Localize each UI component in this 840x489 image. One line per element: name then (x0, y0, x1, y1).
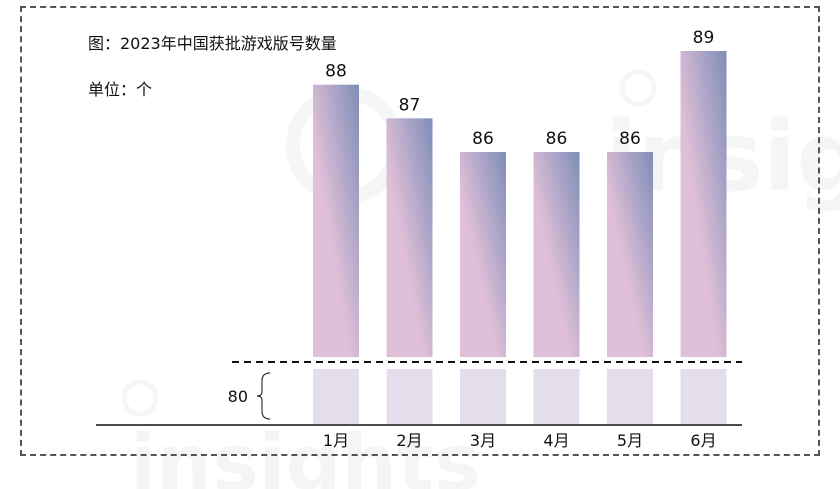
value-label-5: 86 (619, 129, 641, 149)
x-tick-label-5: 5月 (617, 431, 643, 450)
bar-5 (607, 152, 653, 357)
x-tick-label-6: 6月 (690, 431, 716, 450)
bar-3 (460, 152, 506, 357)
x-tick-label-1: 1月 (323, 431, 349, 450)
value-label-4: 86 (546, 129, 568, 149)
bar-base-5 (607, 369, 653, 424)
bar-4 (533, 152, 580, 357)
bar-2 (386, 118, 433, 357)
bar-1 (313, 84, 359, 358)
value-label-1: 88 (325, 62, 347, 82)
bar-base-3 (460, 369, 506, 424)
x-tick-label-4: 4月 (543, 431, 569, 450)
chart-frame (20, 6, 820, 456)
baseline-tick-label: 80 (228, 387, 248, 406)
value-label-6: 89 (693, 28, 715, 48)
bar-base-6 (680, 369, 727, 424)
axis-break-brace (256, 372, 271, 420)
unit-label: 单位：个 (88, 80, 153, 99)
bar-base-4 (533, 369, 580, 424)
bar-base-1 (313, 369, 359, 424)
x-tick-label-3: 3月 (470, 431, 496, 450)
value-label-3: 86 (472, 129, 494, 149)
x-tick-label-2: 2月 (396, 431, 422, 450)
chart-title: 图：2023年中国获批游戏版号数量 (88, 34, 337, 53)
bar-base-2 (386, 369, 433, 424)
watermark-text-bottom: insights (130, 419, 481, 489)
bar-6 (680, 51, 727, 357)
value-label-2: 87 (399, 95, 421, 115)
